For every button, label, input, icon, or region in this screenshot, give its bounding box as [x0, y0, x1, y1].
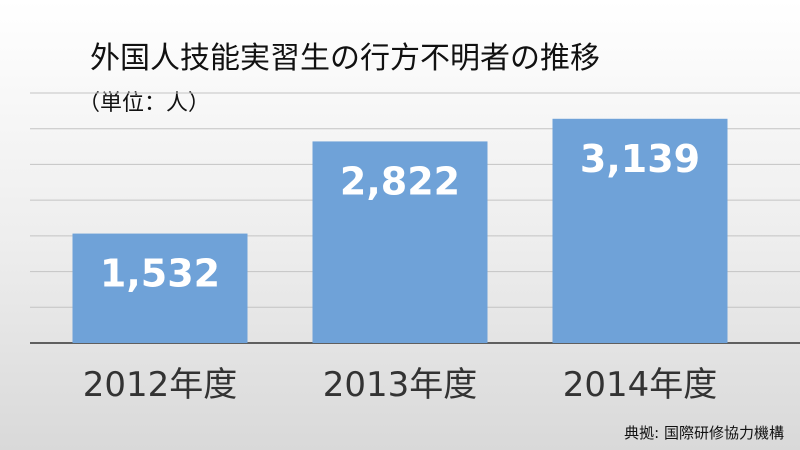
x-tick-label-1: 2012年度	[83, 365, 238, 405]
chart-subtitle: （単位：人）	[78, 91, 210, 116]
x-tick-labels: 2012年度 2013年度 2014年度	[83, 365, 718, 405]
bar-1	[72, 233, 248, 343]
bar-value-label-1: 1,532	[100, 252, 220, 296]
bar-value-label-2: 2,822	[340, 159, 460, 203]
bars	[72, 118, 728, 344]
x-tick-label-2: 2013年度	[323, 365, 478, 405]
x-tick-label-3: 2014年度	[563, 365, 718, 405]
bar-2	[312, 141, 488, 343]
bar-labels: 1,532 2,822 3,139	[100, 137, 700, 296]
source-note: 典拠: 国際研修協力機構	[624, 424, 784, 442]
bar-value-label-3: 3,139	[580, 137, 700, 181]
chart-title: 外国人技能実習生の行方不明者の推移	[90, 41, 600, 76]
bar-3	[552, 118, 728, 344]
